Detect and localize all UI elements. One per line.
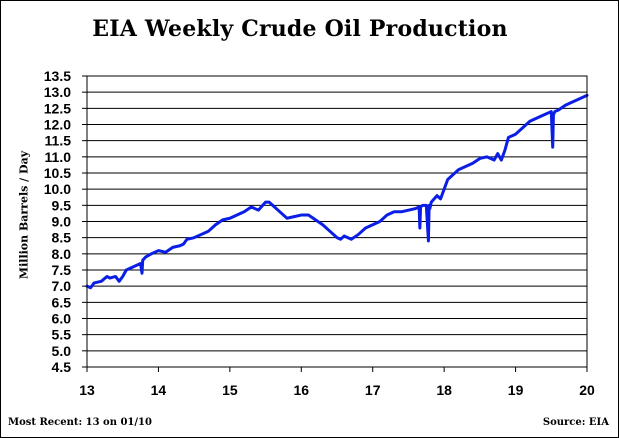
y-tick-label: 9.5 bbox=[52, 197, 72, 213]
x-tick-label: 13 bbox=[79, 382, 95, 398]
production-series-line bbox=[85, 93, 589, 290]
y-tick-label: 12.0 bbox=[44, 117, 71, 133]
y-tick-label: 5.0 bbox=[52, 343, 72, 359]
x-tick-label: 19 bbox=[508, 382, 524, 398]
y-tick-label: 8.5 bbox=[52, 230, 72, 246]
gridlines bbox=[87, 75, 587, 368]
chart-title: EIA Weekly Crude Oil Production bbox=[92, 16, 508, 42]
y-tick-label: 13.0 bbox=[44, 84, 71, 100]
y-tick-label: 5.5 bbox=[52, 327, 72, 343]
y-tick-label: 4.5 bbox=[52, 359, 72, 375]
y-tick-label: 13.5 bbox=[44, 68, 71, 84]
y-tick-label: 11.5 bbox=[45, 133, 72, 149]
y-tick-label: 6.5 bbox=[52, 294, 72, 310]
y-tick-label: 8.0 bbox=[52, 246, 72, 262]
y-tick-label: 6.0 bbox=[52, 311, 72, 327]
source-note: Source: EIA bbox=[542, 417, 609, 428]
x-tick-label: 17 bbox=[365, 382, 381, 398]
x-tick-label: 15 bbox=[222, 382, 238, 398]
y-tick-label: 11.0 bbox=[45, 149, 72, 165]
y-tick-label: 10.0 bbox=[44, 181, 71, 197]
x-tick-label: 20 bbox=[579, 382, 595, 398]
y-axis-ticks: 13.513.012.512.011.511.010.510.09.59.08.… bbox=[44, 68, 87, 375]
x-tick-label: 14 bbox=[151, 382, 167, 398]
y-tick-label: 10.5 bbox=[44, 165, 71, 181]
x-axis-ticks: 13 14 15 16 17 18 19 20 bbox=[79, 367, 595, 398]
x-tick-label: 18 bbox=[436, 382, 452, 398]
y-tick-label: 9.0 bbox=[52, 214, 72, 230]
x-tick-label: 16 bbox=[293, 382, 309, 398]
y-tick-label: 12.5 bbox=[44, 100, 71, 116]
y-tick-label: 7.5 bbox=[52, 262, 72, 278]
y-tick-label: 7.0 bbox=[52, 278, 72, 294]
most-recent-note: Most Recent: 13 on 01/10 bbox=[8, 417, 152, 428]
plot-area-border bbox=[86, 75, 588, 368]
